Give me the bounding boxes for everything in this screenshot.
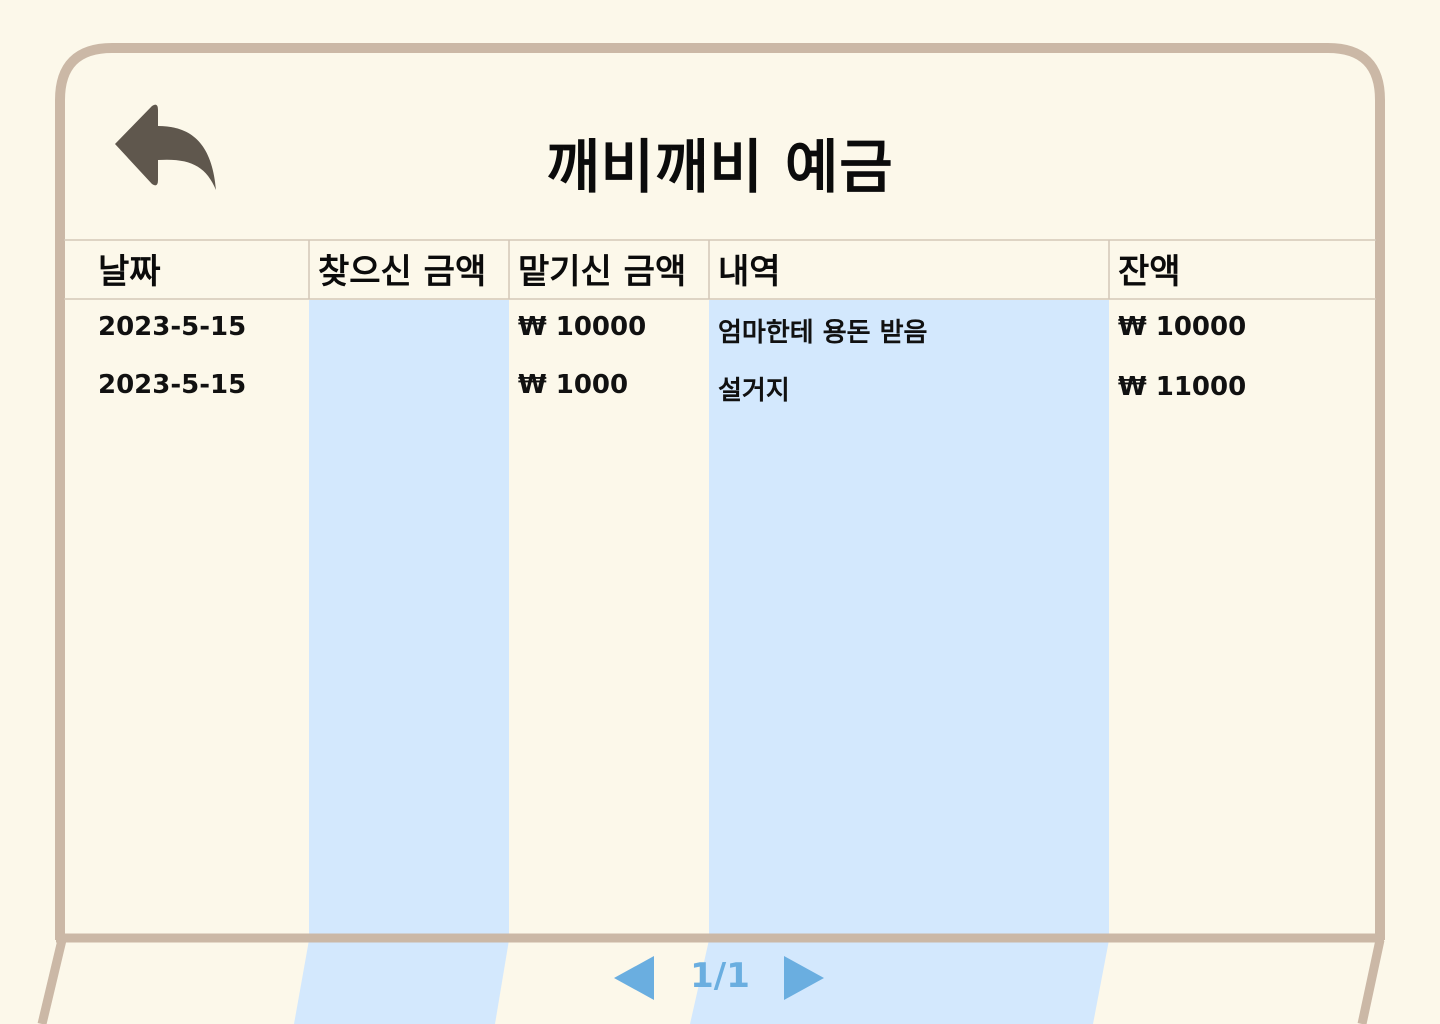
- highlight-column-description: [709, 300, 1109, 936]
- triangle-left-icon: [614, 956, 654, 1000]
- column-header-description: 내역: [718, 252, 781, 292]
- cell-balance: ₩ 10000: [1118, 312, 1247, 342]
- column-header-balance: 잔액: [1118, 252, 1181, 292]
- cell-date: 2023-5-15: [98, 312, 247, 342]
- frame-right-leg: [1357, 939, 1385, 1024]
- cell-balance: ₩ 11000: [1118, 372, 1247, 402]
- cell-date: 2023-5-15: [98, 370, 247, 400]
- cell-deposit: ₩ 1000: [518, 370, 629, 400]
- frame-left-leg: [37, 938, 67, 1024]
- undo-arrow-icon: [115, 104, 216, 190]
- highlight-column-description-lower: [690, 940, 1109, 1024]
- highlight-column-withdraw-lower: [294, 940, 509, 1024]
- back-button[interactable]: [110, 100, 222, 196]
- page-title: 깨비깨비 예금: [546, 133, 894, 201]
- frame-border: [55, 43, 1385, 940]
- cell-deposit: ₩ 10000: [518, 312, 647, 342]
- triangle-right-icon: [784, 956, 824, 1000]
- cell-description: 엄마한테 용돈 받음: [718, 318, 928, 348]
- column-header-withdraw: 찾으신 금액: [318, 252, 487, 292]
- highlight-column-withdraw: [309, 300, 509, 936]
- column-header-deposit: 맡기신 금액: [518, 252, 687, 292]
- cell-description: 설거지: [718, 376, 790, 406]
- previous-page-button[interactable]: [612, 954, 658, 1002]
- page-indicator: 1/1: [690, 956, 750, 996]
- column-header-date: 날짜: [98, 252, 161, 292]
- next-page-button[interactable]: [780, 954, 826, 1002]
